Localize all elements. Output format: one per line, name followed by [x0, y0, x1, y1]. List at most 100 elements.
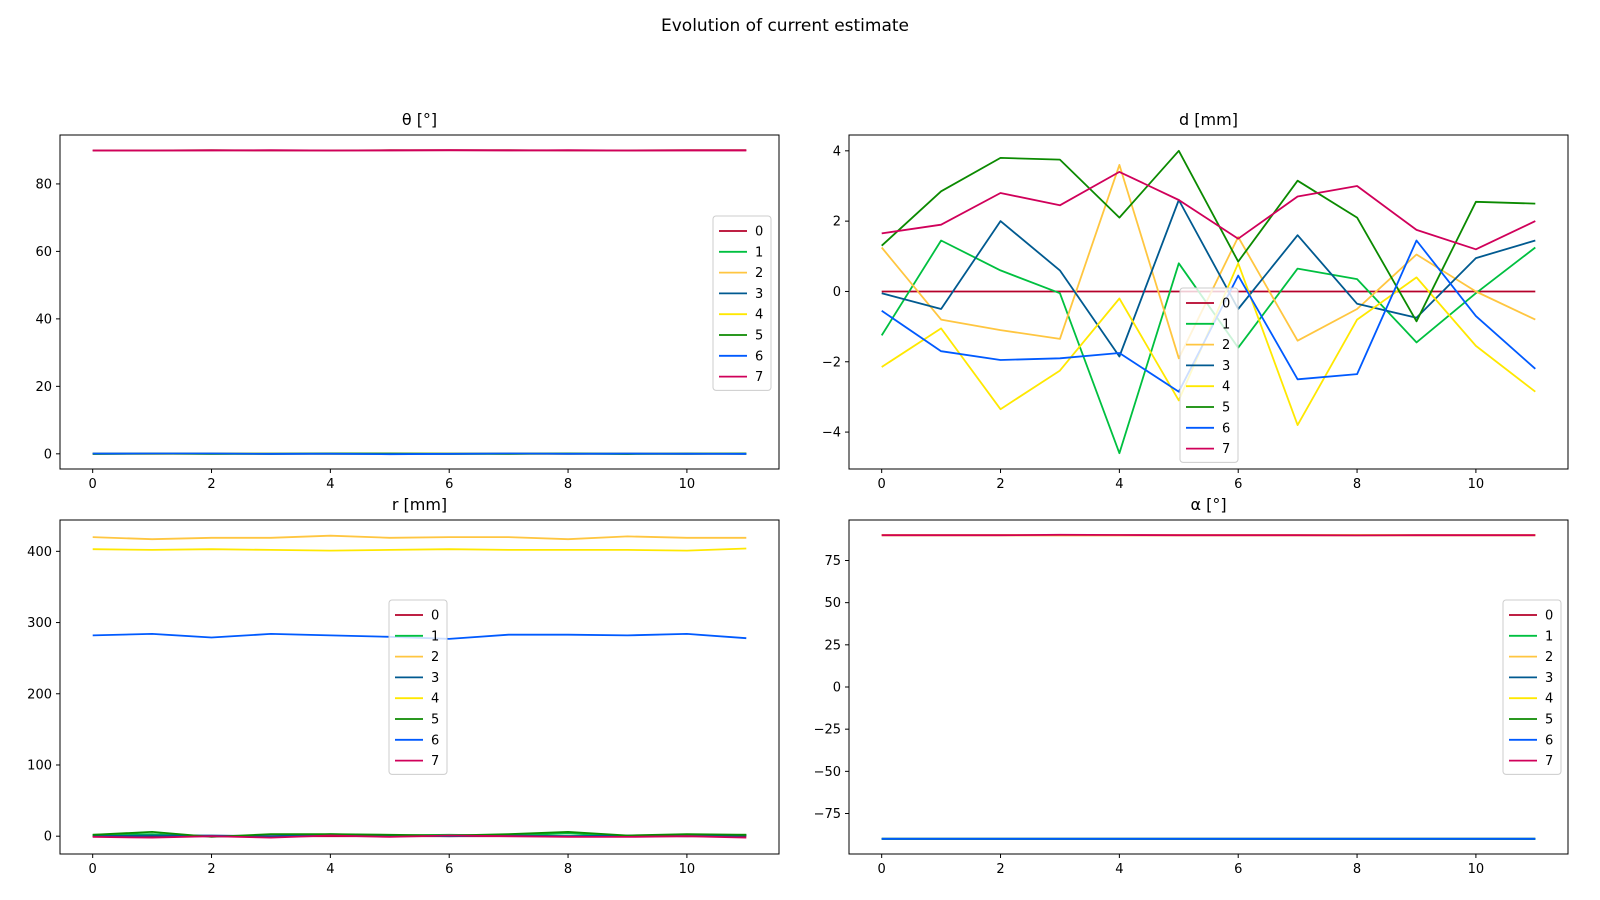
x-tick-label: 4: [1115, 862, 1123, 877]
legend-entry: 5: [1222, 401, 1230, 416]
legend-entry: 3: [755, 287, 763, 302]
y-tick-label: −50: [814, 765, 841, 780]
legend-entry: 5: [1545, 713, 1553, 728]
subplot-1: d [mm] 0 2 4 6 8 10 −4 −2 0 2 4 0 1 2 3 4 5 6 7: [822, 110, 1569, 492]
legend: 0 1 2 3 4 5 6 7: [1502, 599, 1562, 775]
legend-entry: 6: [755, 349, 763, 364]
series-group: [880, 149, 1536, 455]
legend-entry: 1: [1222, 317, 1230, 332]
legend-entry: 7: [431, 754, 439, 769]
x-tick-label: 10: [679, 862, 696, 877]
y-tick-label: 400: [27, 545, 52, 560]
series-line-7: [881, 170, 1536, 251]
axes-frame: [59, 519, 780, 855]
y-tick-label: 20: [35, 380, 52, 395]
legend-entry: 2: [431, 650, 439, 665]
x-tick-label: 8: [1353, 862, 1361, 877]
x-tick-label: 0: [89, 477, 97, 492]
y-tick-label: 80: [35, 177, 52, 192]
legend-entry: 0: [1222, 297, 1230, 312]
legend-entry: 2: [1545, 650, 1553, 665]
legend: 0 1 2 3 4 5 6 7: [712, 215, 772, 391]
legend-entry: 1: [755, 245, 763, 260]
y-tick-label: 0: [44, 830, 52, 845]
figure-title: Evolution of current estimate: [661, 16, 909, 36]
y-tick-label: 25: [824, 638, 841, 653]
legend-entry: 5: [431, 713, 439, 728]
legend-entry: 0: [431, 609, 439, 624]
legend-entry: 0: [755, 225, 763, 240]
series-line-7: [881, 533, 1536, 537]
y-tick-label: 0: [44, 447, 52, 462]
legend-entry: 0: [1545, 609, 1553, 624]
axes-frame: [848, 519, 1569, 855]
series-group: [881, 533, 1536, 840]
legend-box: [1502, 599, 1562, 775]
x-tick-label: 0: [89, 862, 97, 877]
y-tick-label: 4: [833, 144, 841, 159]
x-tick-label: 8: [1353, 477, 1361, 492]
x-tick-label: 2: [996, 862, 1004, 877]
x-tick-label: 6: [445, 862, 453, 877]
subplot-0: θ [°] 0 2 4 6 8 10 0 20 40 60 80 0 1 2 3 4 5 6 7: [35, 110, 780, 492]
subplot-3: α [°] 0 2 4 6 8 10 −75 −50 −25 0 25 50 75 0 1 2 3 4 5 6 7: [814, 495, 1569, 877]
series-line-5: [881, 149, 1536, 323]
subplot-title: r [mm]: [392, 495, 447, 514]
x-tick-label: 0: [878, 862, 886, 877]
subplot-title: θ [°]: [402, 110, 437, 129]
legend-entry: 3: [1545, 671, 1553, 686]
x-tick-label: 8: [564, 862, 572, 877]
series-line-4: [92, 547, 747, 552]
subplot-title: d [mm]: [1179, 110, 1238, 129]
x-tick-label: 2: [207, 477, 215, 492]
y-tick-label: 0: [833, 681, 841, 696]
series-group: [92, 149, 747, 456]
x-tick-label: 4: [1115, 477, 1123, 492]
x-tick-label: 0: [878, 477, 886, 492]
x-tick-label: 10: [679, 477, 696, 492]
legend-entry: 4: [431, 692, 439, 707]
x-tick-label: 6: [1234, 477, 1242, 492]
x-tick-label: 2: [996, 477, 1004, 492]
legend-entry: 6: [1545, 733, 1553, 748]
y-tick-label: −75: [814, 807, 841, 822]
legend: 0 1 2 3 4 5 6 7: [1179, 287, 1239, 463]
x-tick-label: 4: [326, 477, 334, 492]
legend-box: [712, 215, 772, 391]
series-line-2: [92, 534, 747, 541]
y-tick-label: 100: [27, 758, 52, 773]
legend-entry: 6: [1222, 421, 1230, 436]
x-tick-label: 6: [445, 477, 453, 492]
legend-entry: 3: [1222, 359, 1230, 374]
legend-entry: 4: [755, 308, 763, 323]
legend-entry: 7: [1222, 442, 1230, 457]
x-tick-label: 2: [207, 862, 215, 877]
legend-entry: 7: [1545, 754, 1553, 769]
legend-entry: 6: [431, 733, 439, 748]
y-tick-label: 60: [35, 245, 52, 260]
legend-entry: 3: [431, 671, 439, 686]
legend-entry: 5: [755, 329, 763, 344]
y-tick-label: 200: [27, 687, 52, 702]
axes-frame: [848, 134, 1569, 470]
y-tick-label: 300: [27, 616, 52, 631]
subplot-title: α [°]: [1190, 495, 1226, 514]
y-tick-label: 50: [824, 596, 841, 611]
series-line-6: [92, 452, 747, 456]
y-tick-label: 75: [824, 554, 841, 569]
y-tick-label: 2: [833, 215, 841, 230]
y-tick-label: 40: [35, 312, 52, 327]
series-line-3: [881, 199, 1536, 358]
y-tick-label: −4: [822, 426, 841, 441]
axes-frame: [59, 134, 780, 470]
legend-box: [1179, 287, 1239, 463]
legend-box: [388, 599, 448, 775]
legend-entry: 4: [1222, 380, 1230, 395]
x-tick-label: 8: [564, 477, 572, 492]
legend: 0 1 2 3 4 5 6 7: [388, 599, 448, 775]
series-line-7: [92, 834, 747, 839]
legend-entry: 2: [755, 266, 763, 281]
legend-entry: 7: [755, 370, 763, 385]
